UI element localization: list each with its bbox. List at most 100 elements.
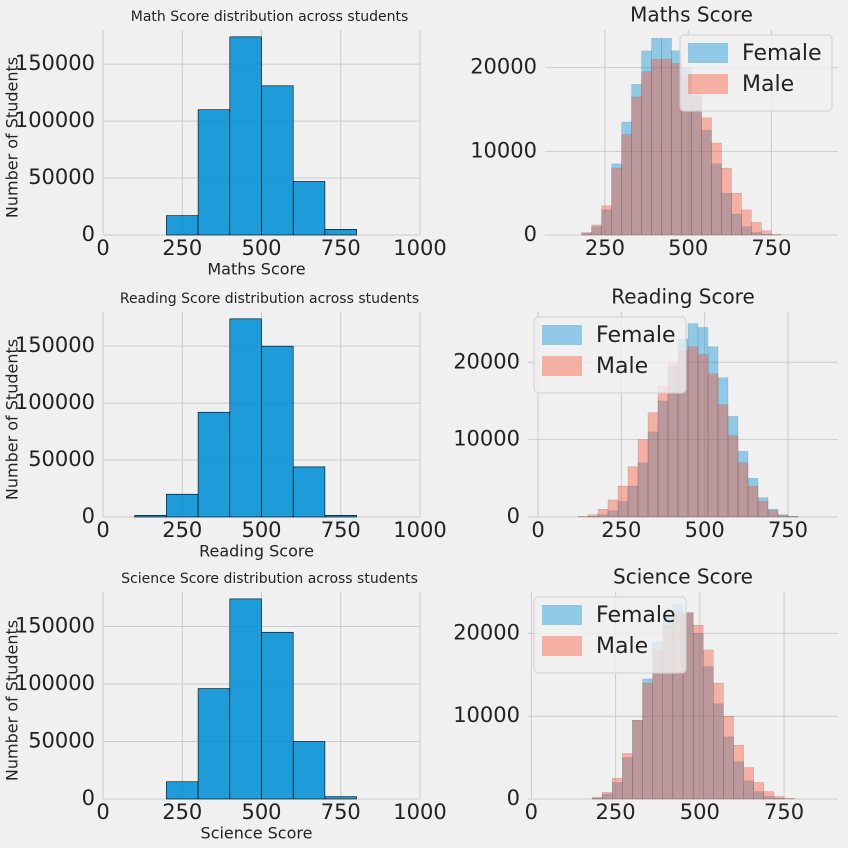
histogram-bar [751,222,762,236]
x-tick-label: 0 [525,800,538,824]
histogram-bar [707,373,719,518]
histogram-bar [197,109,231,236]
legend: Female Male [679,34,833,112]
histogram-bar [713,682,724,800]
legend: Female Male [533,596,687,674]
panel: 0 10000 20000 0 250 500 750 Science Score Female… [453,565,838,824]
x-tick-label: 0 [96,236,109,260]
y-tick-label: 20000 [453,620,520,644]
histogram-bar [647,412,659,518]
histogram-bar [587,514,599,518]
chart-title: Science Score distribution across studen… [121,571,418,587]
legend: Female Male [533,316,687,394]
histogram-bar [773,796,785,800]
x-tick-label: 500 [680,800,720,824]
legend-swatch [542,605,582,625]
histogram-bar [717,404,729,518]
chart-title: Maths Score [630,3,753,27]
histogram-bar [763,791,775,800]
y-tick-label: 20000 [470,55,537,79]
y-tick-label: 0 [507,786,520,810]
histogram-bar [166,781,199,800]
histogram-bar [197,688,231,800]
y-tick-label: 150000 [15,333,95,357]
y-axis-label: Number of Students [3,57,22,218]
histogram-bar [761,230,772,236]
histogram-bar [632,720,643,800]
x-tick-label: 1000 [393,236,446,260]
histogram-bar [292,466,326,518]
chart-title: Reading Score [611,285,755,309]
histogram-bar [261,85,294,236]
histogram-bar [721,167,732,236]
histogram-bar [723,716,734,800]
x-tick-label: 0 [96,518,109,542]
panel: 0 50000 100000 150000 0 250 500 750 1000 Science … [3,571,447,843]
legend-label: Male [742,72,794,97]
histogram-bar [703,649,714,800]
histogram-bar [261,631,294,800]
histogram-bar [733,745,744,800]
y-tick-label: 10000 [470,138,537,162]
y-tick-label: 50000 [28,729,95,753]
x-tick-label: 250 [162,236,202,260]
histogram-bar [611,167,622,236]
x-tick-label: 500 [668,236,708,260]
panel: 0 10000 20000 250 500 750 Maths Score Female Mal… [470,3,838,260]
x-tick-label: 750 [768,518,808,542]
histogram-bar [621,134,632,236]
legend-label: Female [596,323,676,348]
legend-swatch [542,356,582,376]
x-tick-label: 500 [241,800,281,824]
histogram-bar [651,59,662,236]
y-tick-label: 100000 [15,671,95,695]
histogram-bar [641,71,652,236]
histogram-bar [166,215,199,236]
histogram-bar [324,514,357,518]
histogram-bar [229,598,262,800]
histogram-bar [727,435,739,518]
x-tick-label: 1000 [393,518,446,542]
x-axis-label: Science Score [201,824,313,843]
histogram-bar [627,466,639,518]
y-tick-label: 50000 [28,447,95,471]
histogram-bar [617,485,629,518]
histogram-bar [731,193,742,236]
x-tick-label: 250 [596,800,636,824]
x-tick-label: 750 [321,518,361,542]
y-tick-label: 100000 [15,108,95,132]
panel: 0 10000 20000 0 250 500 750 Reading Score Female… [453,285,838,542]
histogram-bar [166,493,199,518]
histogram-bar [601,205,612,236]
histogram-bar [757,501,769,518]
y-tick-label: 20000 [453,349,520,373]
y-tick-label: 150000 [15,51,95,75]
histogram-bar [292,181,326,236]
y-tick-label: 150000 [15,614,95,638]
histogram-bar [747,485,759,518]
x-tick-label: 500 [685,518,725,542]
panel: 0 50000 100000 150000 0 250 500 750 1000 Math Sco… [3,9,447,279]
histogram-bar [642,682,653,800]
histogram-bar [691,92,702,236]
y-axis-label: Number of Students [3,620,22,781]
legend-swatch [688,74,728,94]
histogram-bar [134,514,167,518]
histogram-bar [612,778,623,800]
legend-box [679,34,833,112]
histogram-bar [197,411,231,518]
histogram-bar [743,767,754,800]
y-tick-label: 100000 [15,390,95,414]
x-tick-label: 500 [241,518,281,542]
histogram-bar [324,229,357,236]
legend-swatch [542,636,582,656]
histogram-bar [597,509,609,518]
histogram-bar [777,515,789,518]
histogram-bar [701,117,712,236]
legend-label: Female [596,603,676,628]
x-axis-label: Reading Score [199,542,314,561]
x-tick-label: 0 [96,800,109,824]
chart-title: Reading Score distribution across studen… [120,291,419,307]
legend-label: Female [742,41,822,66]
x-tick-label: 750 [321,236,361,260]
